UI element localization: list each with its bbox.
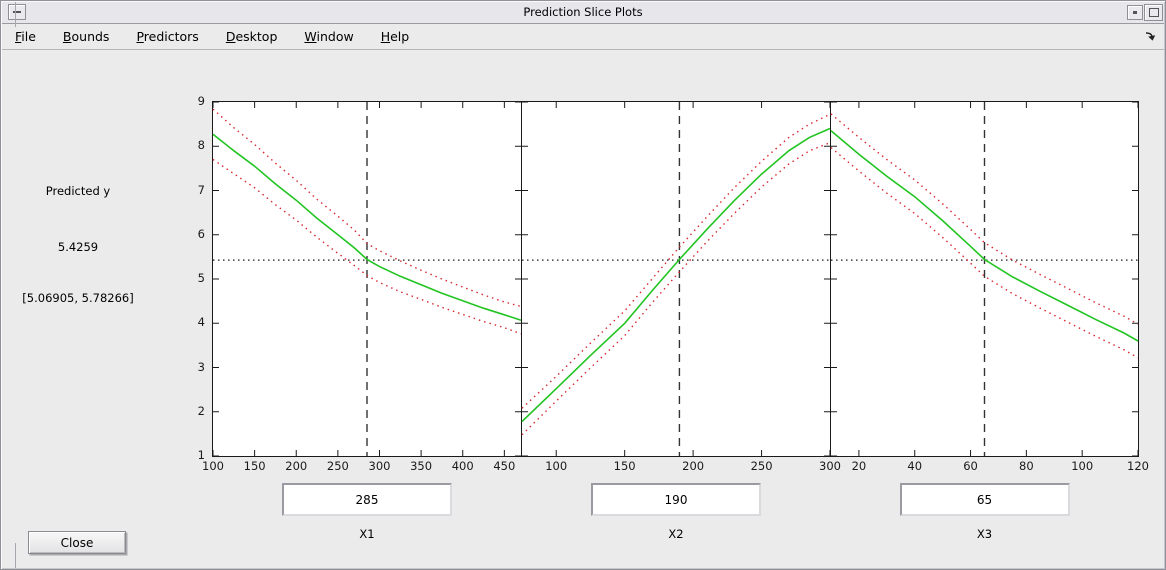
predictor-x1-label: X1 <box>359 527 375 541</box>
slice-plot-x3[interactable] <box>830 101 1139 457</box>
close-button[interactable]: Close <box>28 531 126 554</box>
slice-plot-x1[interactable] <box>212 101 522 457</box>
x-tick-label: 300 <box>819 459 841 473</box>
y-tick-label: 4 <box>197 315 205 330</box>
x-tick-label: 60 <box>963 459 978 473</box>
menu-item-desktop[interactable]: Desktop <box>225 29 278 44</box>
predictor-x2-input[interactable] <box>591 483 761 516</box>
menu-item-bounds[interactable]: Bounds <box>62 29 110 44</box>
predicted-y-label: Predicted y <box>45 184 111 198</box>
fit-line <box>830 130 1139 342</box>
x-tick-label: 200 <box>285 459 308 473</box>
axes-box <box>521 101 831 457</box>
window-menu-icon <box>13 11 21 13</box>
predictor-x1-input[interactable] <box>282 483 452 516</box>
y-tick-label: 2 <box>197 403 205 418</box>
menu-item-window[interactable]: Window <box>304 29 354 44</box>
dock-figure-icon[interactable] <box>1143 29 1158 44</box>
y-tick-label: 1 <box>197 448 205 462</box>
menu-bar: File Bounds Predictors Desktop Window Help <box>2 24 1164 50</box>
x-tick-label: 400 <box>451 459 474 473</box>
titlebar[interactable]: Prediction Slice Plots <box>2 2 1164 24</box>
iconify-button[interactable] <box>1127 5 1143 20</box>
x-tick-label: 250 <box>326 459 349 473</box>
menu-item-help[interactable]: Help <box>380 29 410 44</box>
upper-bound-line <box>830 113 1139 325</box>
y-tick-label: 8 <box>197 138 205 153</box>
x-tick-label: 40 <box>907 459 923 473</box>
y-tick-label: 6 <box>197 226 205 241</box>
menu-item-predictors[interactable]: Predictors <box>136 29 199 44</box>
iconify-icon <box>1133 11 1137 14</box>
upper-bound-line <box>212 108 522 308</box>
fit-line <box>521 127 831 423</box>
x-tick-label: 450 <box>493 459 516 473</box>
fit-line <box>212 133 522 321</box>
predictor-x3-label: X3 <box>976 527 993 541</box>
lower-bound-line <box>830 147 1139 359</box>
frame-grip-bottom-left <box>15 543 16 568</box>
x-tick-label: 20 <box>851 459 867 473</box>
menu-item-file[interactable]: File <box>15 29 36 44</box>
frame-grip-top-left <box>15 2 16 27</box>
maximize-button[interactable] <box>1144 4 1163 21</box>
y-tick-label: 3 <box>197 359 205 374</box>
x-tick-label: 150 <box>613 459 636 473</box>
window-title: Prediction Slice Plots <box>523 5 643 19</box>
x-tick-label: 100 <box>1071 459 1094 473</box>
x-tick-label: 150 <box>243 459 266 473</box>
y-tick-label: 9 <box>197 94 205 108</box>
x-tick-label: 250 <box>750 459 773 473</box>
x-tick-label: 350 <box>410 459 433 473</box>
y-tick-label: 7 <box>197 182 205 197</box>
x-tick-label: 300 <box>368 459 391 473</box>
predictor-x2-label: X2 <box>668 527 684 541</box>
y-tick-label: 5 <box>197 271 205 285</box>
confidence-interval-value: [5.06905, 5.78266] <box>22 291 134 305</box>
window-menu-button[interactable] <box>8 4 26 20</box>
slice-plot-x2[interactable] <box>521 101 831 457</box>
x-tick-label: 80 <box>1019 459 1034 473</box>
x-tick-label: 100 <box>202 459 224 473</box>
maximize-icon <box>1148 8 1159 17</box>
predictor-x3-input[interactable] <box>899 483 1070 516</box>
predicted-y-value: 5.4259 <box>57 240 99 254</box>
x-tick-label: 120 <box>1127 459 1149 473</box>
lower-bound-line <box>212 158 522 335</box>
x-tick-label: 100 <box>545 459 568 473</box>
x-tick-label: 200 <box>682 459 705 473</box>
